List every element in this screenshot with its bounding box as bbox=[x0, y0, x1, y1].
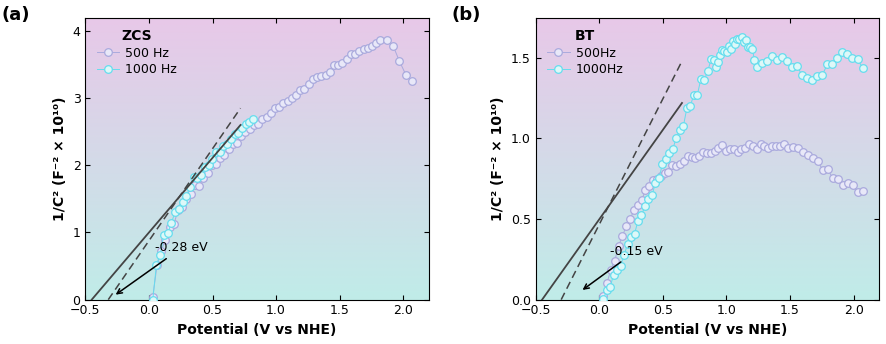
1000 Hz bbox=[166, 221, 176, 225]
500 Hz bbox=[303, 82, 314, 86]
1000 Hz bbox=[199, 164, 210, 169]
500Hz bbox=[733, 150, 743, 154]
500 Hz bbox=[219, 153, 229, 157]
500 Hz bbox=[211, 162, 222, 166]
1000 Hz bbox=[162, 231, 173, 235]
500Hz bbox=[744, 142, 755, 146]
500 Hz bbox=[190, 183, 200, 187]
500 Hz bbox=[232, 141, 243, 146]
1000Hz bbox=[650, 181, 661, 185]
500Hz bbox=[756, 142, 766, 146]
500 Hz bbox=[228, 142, 238, 147]
1000 Hz bbox=[240, 122, 251, 126]
500 Hz bbox=[407, 79, 417, 83]
1000Hz bbox=[827, 62, 837, 66]
Legend: 500Hz, 1000Hz: 500Hz, 1000Hz bbox=[542, 24, 628, 81]
1000 Hz bbox=[181, 194, 191, 198]
Text: (a): (a) bbox=[2, 6, 30, 24]
1000 Hz bbox=[203, 163, 214, 167]
1000Hz bbox=[727, 39, 738, 43]
1000 Hz bbox=[214, 150, 225, 154]
Line: 500Hz: 500Hz bbox=[599, 140, 867, 300]
1000 Hz bbox=[159, 233, 169, 237]
500Hz bbox=[717, 143, 727, 148]
1000 Hz bbox=[152, 262, 162, 267]
1000 Hz bbox=[177, 201, 188, 205]
Y-axis label: 1/C² (F⁻² × 10¹⁰): 1/C² (F⁻² × 10¹⁰) bbox=[492, 96, 505, 221]
1000 Hz bbox=[196, 173, 206, 177]
1000 Hz bbox=[245, 119, 255, 123]
500Hz bbox=[759, 144, 770, 148]
1000 Hz bbox=[147, 298, 158, 302]
1000Hz bbox=[726, 46, 736, 51]
Legend: 500 Hz, 1000 Hz: 500 Hz, 1000 Hz bbox=[91, 24, 183, 81]
1000 Hz bbox=[170, 210, 181, 214]
1000 Hz bbox=[174, 207, 184, 212]
Text: -0.28 eV: -0.28 eV bbox=[117, 241, 208, 294]
1000 Hz bbox=[207, 157, 218, 161]
1000Hz bbox=[681, 106, 692, 110]
500 Hz bbox=[147, 295, 158, 299]
500 Hz bbox=[381, 37, 392, 42]
X-axis label: Potential (V vs NHE): Potential (V vs NHE) bbox=[177, 323, 337, 337]
1000 Hz bbox=[248, 117, 259, 121]
1000Hz bbox=[736, 35, 747, 39]
1000 Hz bbox=[226, 137, 237, 141]
Text: -0.15 eV: -0.15 eV bbox=[584, 245, 662, 289]
500Hz bbox=[628, 208, 639, 213]
1000 Hz bbox=[189, 175, 199, 180]
1000Hz bbox=[654, 176, 664, 180]
Line: 1000Hz: 1000Hz bbox=[599, 33, 867, 303]
Line: 1000 Hz: 1000 Hz bbox=[149, 116, 257, 303]
Line: 500 Hz: 500 Hz bbox=[149, 36, 416, 301]
1000 Hz bbox=[229, 132, 240, 136]
1000 Hz bbox=[222, 142, 232, 146]
1000 Hz bbox=[218, 144, 229, 148]
1000 Hz bbox=[155, 253, 166, 257]
X-axis label: Potential (V vs NHE): Potential (V vs NHE) bbox=[627, 323, 787, 337]
1000 Hz bbox=[192, 175, 203, 180]
500Hz bbox=[858, 189, 868, 193]
1000 Hz bbox=[237, 126, 247, 130]
1000 Hz bbox=[184, 185, 195, 189]
1000 Hz bbox=[233, 131, 244, 135]
500Hz bbox=[598, 294, 609, 298]
Text: (b): (b) bbox=[452, 6, 481, 24]
1000Hz bbox=[598, 298, 609, 302]
500Hz bbox=[697, 150, 708, 154]
Y-axis label: 1/C² (F⁻² × 10¹⁰): 1/C² (F⁻² × 10¹⁰) bbox=[53, 96, 67, 221]
1000Hz bbox=[858, 66, 868, 70]
1000 Hz bbox=[211, 150, 222, 154]
